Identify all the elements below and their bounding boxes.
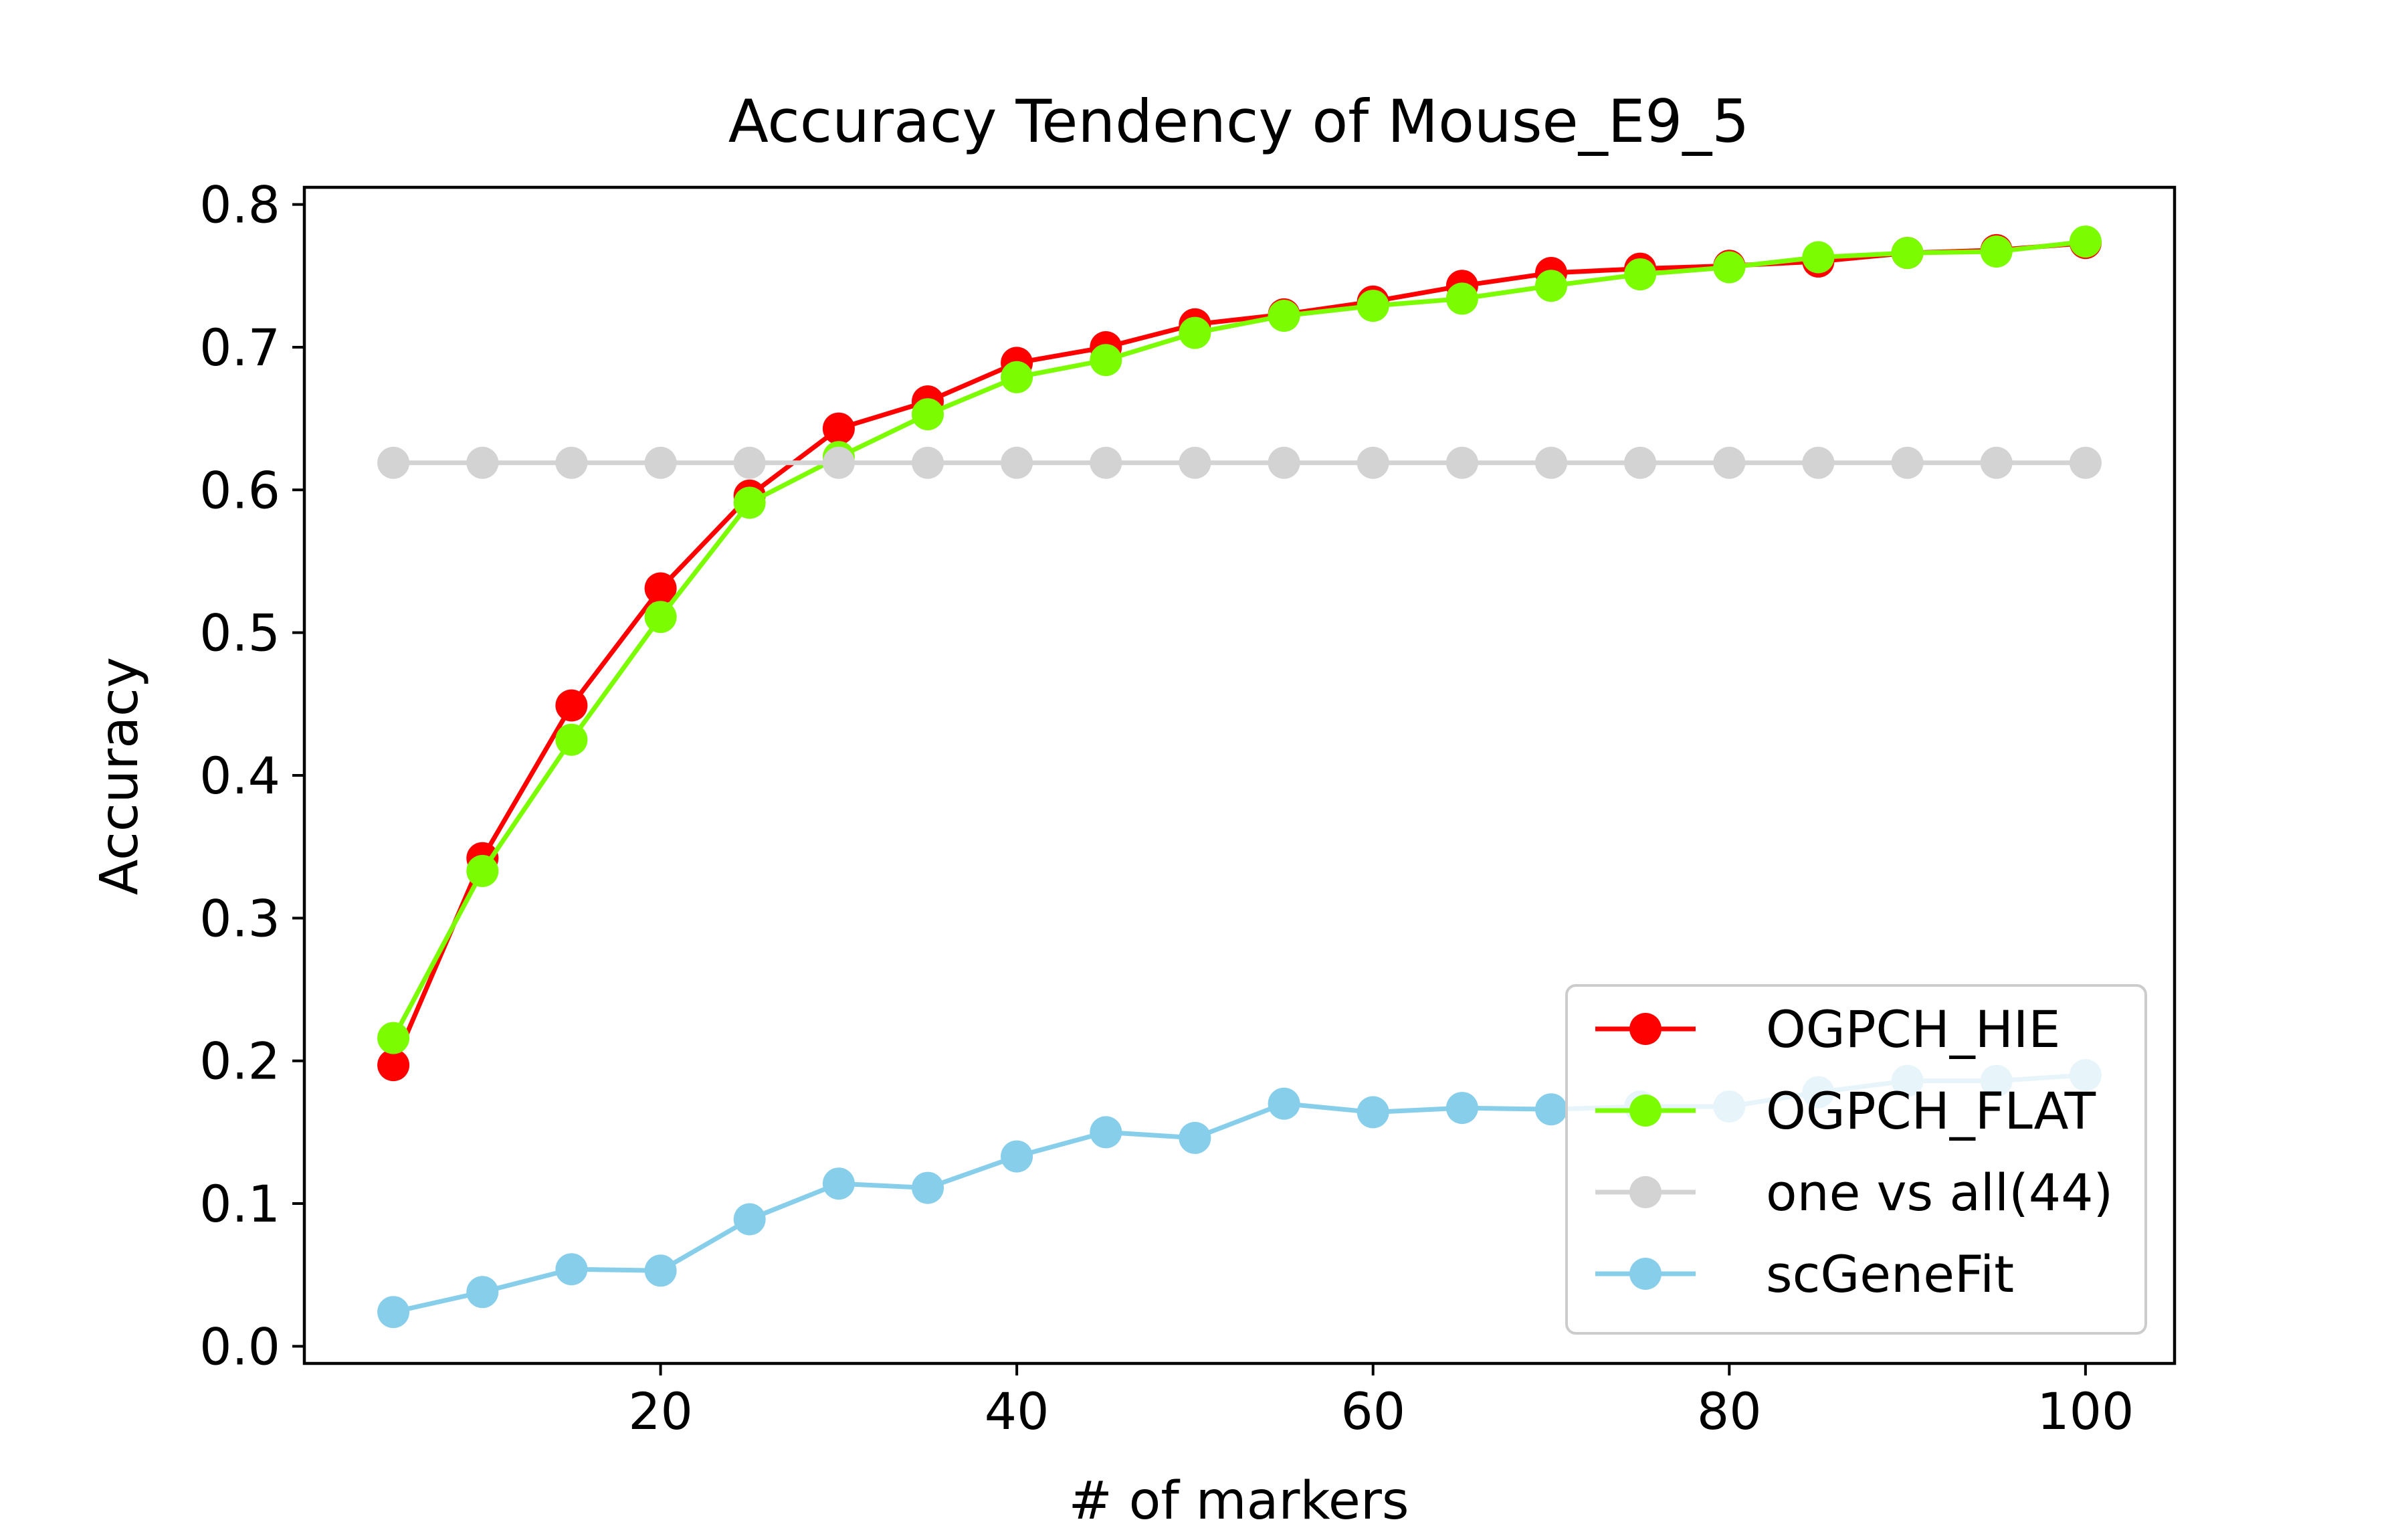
data-point — [1980, 446, 2013, 479]
data-point — [912, 1171, 944, 1204]
data-point — [822, 412, 855, 445]
data-point — [1891, 237, 1924, 270]
data-point — [822, 446, 855, 479]
data-point — [1357, 1096, 1389, 1129]
x-tick-label: 40 — [985, 1381, 1049, 1441]
data-point — [1535, 446, 1567, 479]
data-point — [2069, 446, 2102, 479]
chart-title: Accuracy Tendency of Mouse_E9_5 — [728, 87, 1750, 156]
data-point — [1268, 1087, 1300, 1120]
data-point — [1713, 251, 1746, 284]
data-point — [912, 446, 944, 479]
y-tick-label: 0.0 — [199, 1317, 280, 1376]
data-point — [555, 1253, 588, 1286]
y-tick-label: 0.3 — [199, 888, 280, 948]
y-axis-ticks: 0.0 0.1 0.2 0.3 0.4 0.5 0.6 0.7 0.8 — [199, 175, 304, 1376]
data-point — [1001, 446, 1033, 479]
data-point — [1001, 361, 1033, 393]
x-tick-label: 60 — [1340, 1381, 1405, 1441]
data-point — [1980, 235, 2013, 268]
legend-item: one vs all(44) — [1595, 1163, 2113, 1222]
legend-marker — [1629, 1013, 1662, 1045]
plot-frame — [302, 185, 2177, 1365]
data-point — [1268, 300, 1300, 332]
data-point — [1179, 1121, 1211, 1154]
y-tick-label: 0.1 — [199, 1174, 280, 1234]
data-point — [644, 446, 677, 479]
legend-marker — [1629, 1176, 1662, 1208]
data-point — [377, 446, 410, 479]
legend-label: scGeneFit — [1766, 1244, 2014, 1304]
data-point — [733, 446, 766, 479]
data-point — [1090, 344, 1122, 377]
x-tick-label: 80 — [1697, 1381, 1762, 1441]
data-point — [1802, 446, 1835, 479]
legend-label: OGPCH_HIE — [1766, 999, 2060, 1059]
data-point — [1624, 446, 1657, 479]
data-point — [1445, 1092, 1478, 1125]
data-point — [1535, 1093, 1567, 1126]
data-point — [1268, 446, 1300, 479]
data-point — [555, 723, 588, 756]
data-point — [1535, 270, 1567, 302]
data-point — [822, 1167, 855, 1200]
data-point — [733, 1203, 766, 1236]
y-tick-label: 0.6 — [199, 460, 280, 520]
series-2 — [377, 446, 2102, 479]
y-tick-label: 0.8 — [199, 175, 280, 235]
data-point — [912, 398, 944, 431]
data-point — [644, 572, 677, 605]
data-point — [644, 1254, 677, 1287]
data-point — [1090, 446, 1122, 479]
data-point — [466, 854, 499, 887]
data-point — [1445, 446, 1478, 479]
data-point — [733, 486, 766, 519]
legend-marker — [1629, 1094, 1662, 1127]
data-point — [555, 689, 588, 722]
data-point — [1713, 446, 1746, 479]
data-point — [555, 446, 588, 479]
data-point — [466, 1276, 499, 1309]
data-point — [1179, 446, 1211, 479]
x-tick-label: 20 — [628, 1381, 693, 1441]
legend-label: OGPCH_FLAT — [1766, 1081, 2096, 1141]
legend-item: OGPCH_FLAT — [1595, 1081, 2096, 1141]
data-point — [377, 1296, 410, 1329]
y-tick-label: 0.2 — [199, 1032, 280, 1091]
data-point — [1357, 290, 1389, 322]
legend-label: one vs all(44) — [1766, 1163, 2113, 1222]
y-tick-label: 0.7 — [199, 318, 280, 377]
x-tick-label: 100 — [2037, 1381, 2134, 1441]
data-point — [377, 1049, 410, 1082]
x-axis-ticks: 20 40 60 80 100 — [628, 1363, 2134, 1441]
legend-item: scGeneFit — [1595, 1244, 2014, 1304]
legend-item: OGPCH_HIE — [1595, 999, 2060, 1059]
y-axis-label: Accuracy — [90, 657, 150, 895]
y-tick-label: 0.4 — [199, 746, 280, 805]
data-point — [466, 446, 499, 479]
data-point — [1179, 316, 1211, 349]
legend-box — [1565, 984, 2147, 1335]
data-point — [1001, 1140, 1033, 1173]
legend-marker — [1629, 1258, 1662, 1290]
data-point — [2069, 225, 2102, 258]
data-point — [1802, 241, 1835, 274]
data-point — [1090, 1116, 1122, 1149]
y-tick-label: 0.5 — [199, 603, 280, 663]
x-axis-label: # of markers — [1068, 1471, 1409, 1525]
data-point — [377, 1022, 410, 1054]
data-point — [1624, 258, 1657, 291]
data-point — [1891, 446, 1924, 479]
data-point — [1357, 446, 1389, 479]
data-point — [1445, 282, 1478, 315]
data-point — [644, 601, 677, 634]
